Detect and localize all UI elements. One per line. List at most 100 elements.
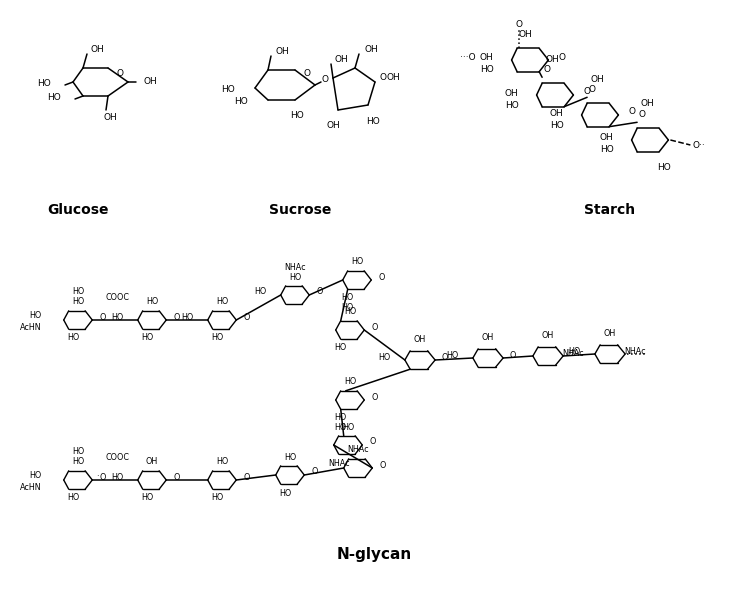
Text: O: O (311, 467, 317, 476)
Text: NHAc: NHAc (562, 349, 584, 358)
Text: HO: HO (344, 307, 356, 317)
Text: Sucrose: Sucrose (269, 203, 331, 217)
Text: OH: OH (364, 46, 378, 54)
Text: OH: OH (518, 30, 532, 39)
Text: HO: HO (182, 313, 194, 322)
Text: O: O (379, 460, 385, 469)
Text: HO: HO (284, 453, 296, 462)
Text: O: O (559, 53, 566, 61)
Text: AcHN: AcHN (20, 483, 42, 492)
Text: HO: HO (212, 333, 224, 343)
Text: HO: HO (254, 287, 267, 297)
Text: OH: OH (542, 332, 554, 340)
Text: Starch: Starch (584, 203, 636, 217)
Text: O: O (99, 313, 105, 322)
Text: HO: HO (146, 297, 158, 307)
Text: OH: OH (275, 47, 289, 57)
Text: OH: OH (640, 99, 654, 109)
Text: HO: HO (657, 163, 671, 172)
Text: HO: HO (72, 297, 84, 307)
Text: HO: HO (234, 98, 248, 106)
Text: O: O (584, 87, 591, 96)
Text: OH: OH (326, 122, 340, 131)
Text: HO: HO (447, 350, 459, 359)
Text: COOC: COOC (106, 453, 130, 463)
Text: HO: HO (141, 493, 154, 502)
Text: OH: OH (146, 457, 158, 466)
Text: OH: OH (590, 74, 604, 83)
Text: HO: HO (480, 66, 494, 74)
Text: O: O (544, 65, 551, 74)
Text: OH: OH (550, 109, 563, 118)
Text: O: O (322, 76, 328, 85)
Text: HO: HO (47, 93, 61, 102)
Text: HO: HO (29, 310, 42, 320)
Text: HO: HO (111, 472, 123, 482)
Text: HO: HO (342, 423, 354, 431)
Text: HO: HO (366, 116, 380, 125)
Text: OH: OH (505, 89, 518, 98)
Text: HO: HO (72, 457, 84, 466)
Text: O: O (371, 323, 378, 332)
Text: O: O (510, 350, 516, 359)
Text: ·: · (96, 472, 99, 482)
Text: HO: HO (334, 424, 347, 433)
Text: O··: O·· (692, 141, 705, 150)
Text: HO: HO (67, 333, 80, 343)
Text: NHAc: NHAc (284, 262, 306, 271)
Text: HO: HO (505, 100, 518, 109)
Text: HO: HO (280, 489, 292, 498)
Text: O: O (629, 108, 636, 116)
Text: HO: HO (550, 121, 563, 129)
Text: HO: HO (221, 86, 235, 95)
Text: NHAc: NHAc (625, 346, 646, 356)
Text: AcHN: AcHN (20, 323, 42, 333)
Text: NHAc: NHAc (347, 446, 369, 454)
Text: HO: HO (216, 457, 228, 466)
Text: OH: OH (103, 113, 117, 122)
Text: O: O (515, 20, 523, 29)
Text: HO: HO (37, 80, 51, 89)
Text: O: O (369, 437, 375, 446)
Text: HO: HO (72, 287, 84, 297)
Text: O: O (243, 313, 250, 322)
Text: HO: HO (334, 343, 347, 352)
Text: O: O (378, 272, 384, 281)
Text: COOC: COOC (106, 294, 130, 303)
Text: O: O (243, 472, 250, 482)
Text: O: O (304, 70, 310, 79)
Text: HO: HO (141, 333, 154, 343)
Text: O: O (371, 392, 378, 401)
Text: O: O (442, 352, 448, 362)
Text: HO: HO (344, 378, 356, 387)
Text: HO: HO (289, 272, 301, 281)
Text: HO: HO (351, 258, 363, 267)
Text: HO: HO (342, 294, 354, 303)
Text: OH: OH (143, 77, 157, 86)
Text: HO: HO (72, 447, 84, 456)
Text: Glucose: Glucose (47, 203, 108, 217)
Text: HO: HO (67, 493, 80, 502)
Text: OH: OH (482, 333, 494, 343)
Text: OH: OH (600, 134, 613, 142)
Text: HO: HO (334, 414, 347, 423)
Text: OH: OH (545, 54, 559, 63)
Text: HO: HO (212, 493, 224, 502)
Text: O: O (99, 472, 105, 482)
Text: ···O: ···O (460, 53, 476, 61)
Text: OH: OH (414, 336, 426, 345)
Text: O: O (117, 69, 123, 77)
Text: NHAc: NHAc (328, 459, 349, 467)
Text: N-glycan: N-glycan (337, 547, 411, 563)
Text: O: O (173, 313, 180, 322)
Text: OH: OH (386, 73, 400, 83)
Text: O: O (173, 472, 180, 482)
Text: HO: HO (342, 304, 354, 313)
Text: HO: HO (216, 297, 228, 307)
Text: O: O (379, 73, 387, 83)
Text: OH: OH (480, 54, 494, 63)
Text: HO: HO (568, 346, 581, 356)
Text: HO: HO (111, 313, 123, 322)
Text: OH: OH (604, 330, 616, 339)
Text: OH: OH (90, 46, 104, 54)
